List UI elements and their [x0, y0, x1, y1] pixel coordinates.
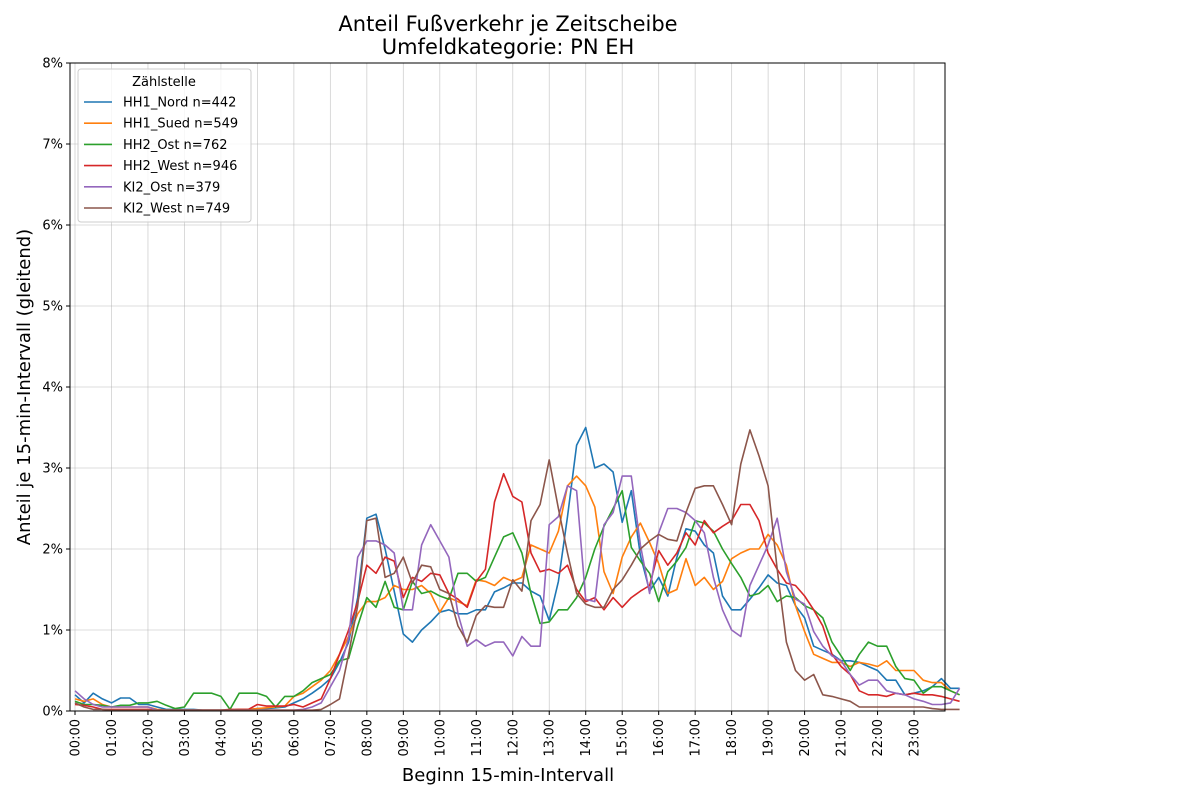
- y-axis-label: Anteil je 15-min-Intervall (gleitend): [14, 229, 35, 545]
- x-tick-label: 03:00: [178, 719, 193, 756]
- y-tick-label: 6%: [42, 219, 63, 234]
- series-line-4: [74, 472, 960, 712]
- x-tick-label: 19:00: [762, 719, 777, 756]
- series-line-3: [74, 489, 960, 711]
- x-axis-label: Beginn 15-min-Intervall: [402, 765, 614, 786]
- x-tick-label: 08:00: [360, 719, 375, 756]
- y-tick-label: 3%: [42, 462, 63, 477]
- series-line-5: [74, 475, 961, 712]
- y-axis-ticks: 0% 1% 2% 3% 4% 5% 6% 7% 8%: [42, 57, 70, 720]
- y-tick-label: 1%: [42, 624, 63, 639]
- y-tick-label: 8%: [42, 57, 63, 72]
- legend-label: KI2_West n=749: [123, 202, 230, 217]
- x-tick-label: 11:00: [470, 719, 485, 756]
- series-line-2: [74, 475, 960, 712]
- chart-title: Anteil Fußverkehr je Zeitscheibe: [338, 12, 677, 36]
- x-tick-label: 01:00: [105, 719, 120, 756]
- x-tick-label: 09:00: [397, 719, 412, 756]
- x-tick-label: 23:00: [908, 719, 923, 756]
- legend: Zählstelle HH1_Nord n=442 HH1_Sued n=549 H…: [77, 68, 252, 223]
- legend-label: HH2_Ost n=762: [123, 138, 228, 153]
- legend-label: HH2_West n=946: [123, 159, 237, 174]
- x-tick-label: 21:00: [835, 719, 850, 756]
- x-tick-label: 12:00: [506, 719, 521, 756]
- x-tick-label: 07:00: [324, 719, 339, 756]
- x-tick-label: 04:00: [214, 719, 229, 756]
- legend-label: HH1_Nord n=442: [123, 96, 236, 111]
- x-tick-label: 18:00: [725, 719, 740, 756]
- series-line-1: [74, 426, 960, 712]
- legend-box: [77, 68, 252, 223]
- y-tick-label: 4%: [42, 381, 63, 396]
- x-tick-label: 10:00: [433, 719, 448, 756]
- x-tick-label: 02:00: [141, 719, 156, 756]
- x-axis-ticks: 00:00 01:00 02:00 03:00 04:00 05:00 06:00 07:00…: [69, 711, 923, 756]
- legend-label: HH1_Sued n=549: [123, 117, 238, 132]
- y-tick-label: 2%: [42, 543, 63, 558]
- y-tick-label: 7%: [42, 138, 63, 153]
- x-tick-label: 06:00: [287, 719, 302, 756]
- x-tick-label: 22:00: [871, 719, 886, 756]
- y-tick-label: 5%: [42, 300, 63, 315]
- x-tick-label: 05:00: [251, 719, 266, 756]
- x-tick-label: 14:00: [579, 719, 594, 756]
- x-tick-label: 17:00: [689, 719, 704, 756]
- series-line-6: [74, 429, 960, 712]
- x-tick-label: 15:00: [616, 719, 631, 756]
- x-tick-label: 20:00: [798, 719, 813, 756]
- legend-title: Zählstelle: [132, 75, 196, 90]
- chart-subtitle: Umfeldkategorie: PN EH: [382, 35, 635, 59]
- y-tick-label: 0%: [42, 705, 63, 720]
- x-tick-label: 00:00: [69, 719, 84, 756]
- x-tick-label: 13:00: [543, 719, 558, 756]
- legend-label: KI2_Ost n=379: [123, 180, 220, 195]
- series-lines: [74, 426, 961, 712]
- x-tick-label: 16:00: [652, 719, 667, 756]
